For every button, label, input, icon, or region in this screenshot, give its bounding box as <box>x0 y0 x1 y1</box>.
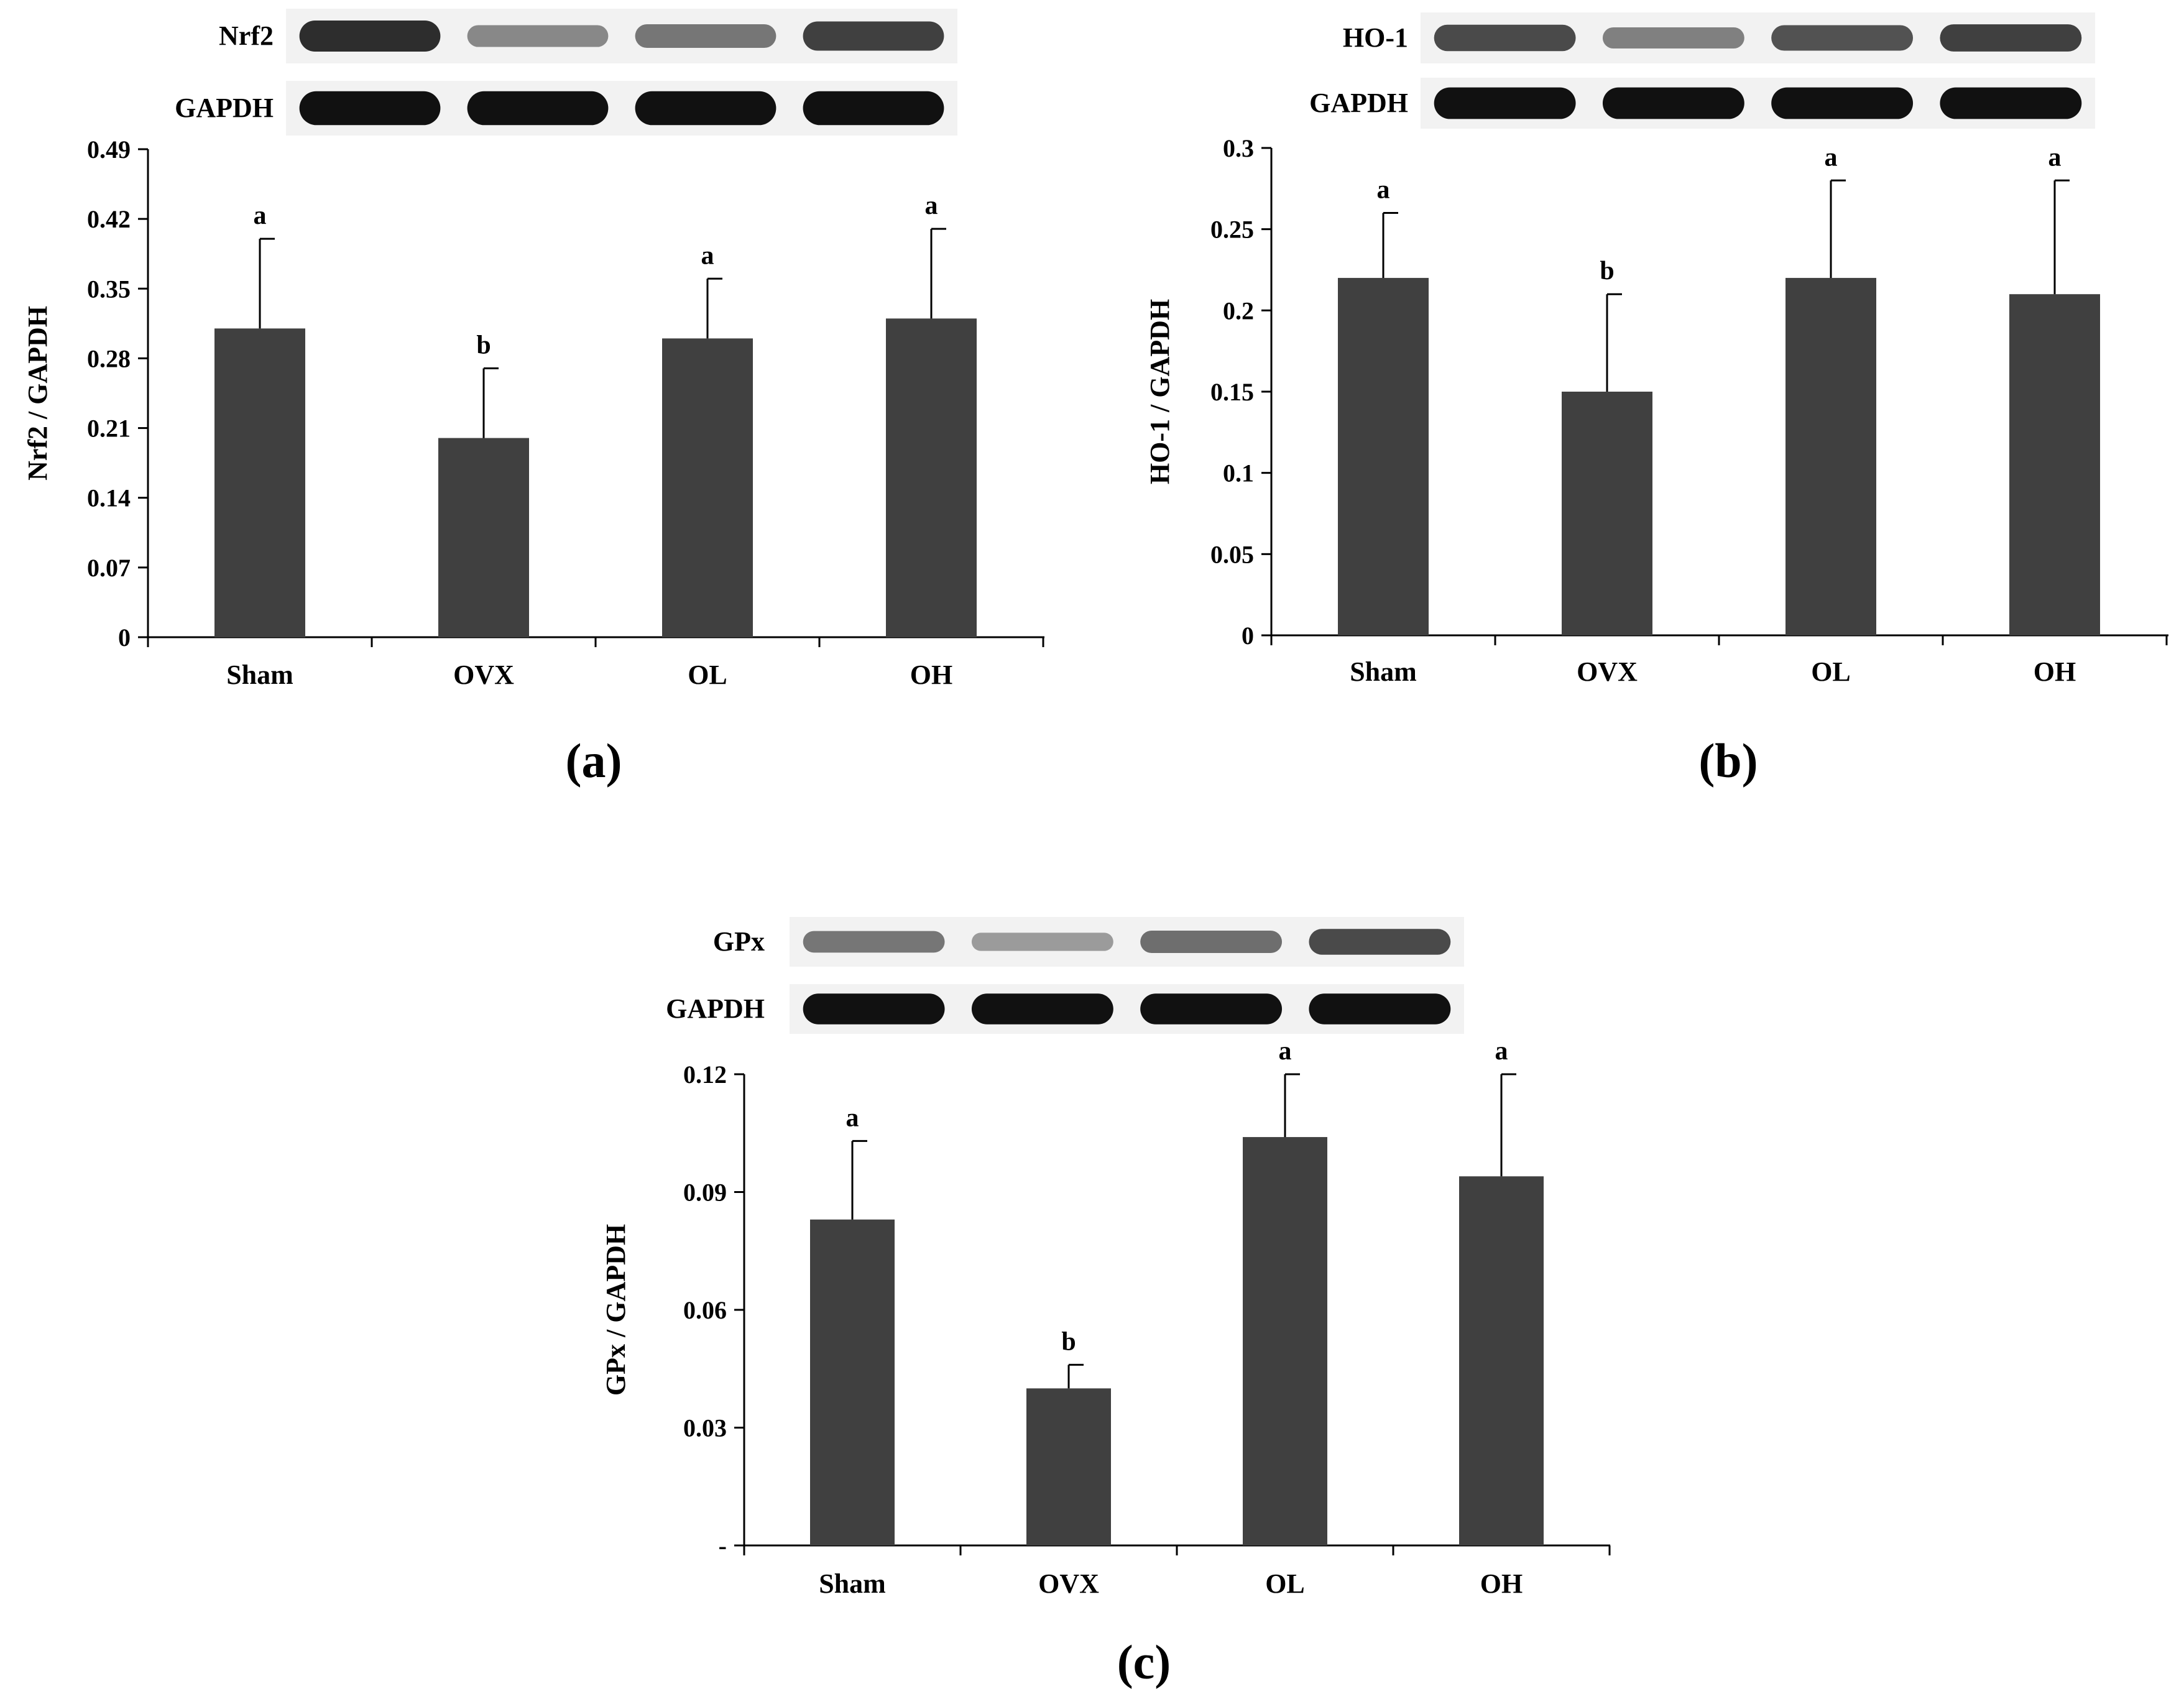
category-label: Sham <box>819 1568 886 1599</box>
significance-letter: a <box>1279 1037 1292 1066</box>
panel-label: (c) <box>1117 1635 1171 1689</box>
y-tick-label: - <box>719 1532 727 1560</box>
significance-letter: a <box>2048 143 2062 172</box>
y-tick-label: 0.2 <box>1223 297 1254 325</box>
blot-band <box>1434 87 1576 119</box>
y-axis-label: HO-1 / GAPDH <box>1145 299 1175 484</box>
bar-oh <box>2009 294 2100 635</box>
blot-band <box>1140 993 1283 1024</box>
blot-band <box>1602 87 1744 119</box>
blot-band <box>1940 87 2082 119</box>
y-tick-label: 0.06 <box>683 1296 727 1324</box>
panel-label: (b) <box>1698 734 1758 788</box>
significance-letter: b <box>476 331 491 359</box>
category-label: OVX <box>1038 1568 1099 1599</box>
panel-a: Nrf2 GAPDH 0 0.07 0.14 0.21 0.28 0.35 0.42 0.49 Nr… <box>22 9 1044 788</box>
y-tick-label: 0.05 <box>1210 540 1254 568</box>
blot-band <box>1940 24 2082 52</box>
blot-band <box>803 993 945 1024</box>
significance-letter: a <box>1825 143 1838 172</box>
significance-letter: a <box>1495 1037 1508 1066</box>
y-tick-label: 0.3 <box>1223 134 1254 162</box>
blot-band <box>467 91 609 126</box>
bar-ovx <box>438 438 529 637</box>
panel-b: HO-1 GAPDH 0 0.05 0.1 0.15 0.2 0.25 0.3 HO-1 / GA… <box>1145 12 2168 788</box>
bar-ovx <box>1562 392 1652 635</box>
category-label: OH <box>2034 656 2076 687</box>
y-tick-label: 0.28 <box>87 344 131 372</box>
y-tick-label: 0 <box>118 624 131 652</box>
category-label: OH <box>910 660 952 690</box>
y-axis-label: Nrf2 / GAPDH <box>22 306 53 481</box>
significance-letter: a <box>254 201 267 230</box>
y-tick-label: 0.03 <box>683 1414 727 1442</box>
significance-letter: a <box>846 1103 859 1132</box>
blot-band <box>1771 87 1914 119</box>
blot-label: GPx <box>713 926 765 957</box>
bar-sham <box>1338 278 1429 636</box>
blot-band <box>1771 25 1914 51</box>
y-tick-label: 0.09 <box>683 1179 727 1207</box>
bar-ol <box>1243 1137 1327 1545</box>
blot-label: GAPDH <box>175 93 274 123</box>
category-label: OL <box>1811 656 1851 687</box>
significance-letter: b <box>1061 1327 1076 1356</box>
category-label: OL <box>1265 1568 1305 1599</box>
y-tick-label: 0.14 <box>87 484 131 512</box>
bar-sham <box>214 328 305 637</box>
bar-sham <box>810 1219 895 1545</box>
category-label: OH <box>1480 1568 1523 1599</box>
y-tick-label: 0.49 <box>87 136 131 163</box>
bar-ol <box>662 338 753 637</box>
blot-band <box>803 91 944 126</box>
bar-ol <box>1785 278 1876 636</box>
blot-band <box>803 21 944 51</box>
blot-band <box>1602 27 1744 49</box>
blot-band <box>971 993 1113 1024</box>
y-tick-label: 0.42 <box>87 205 131 233</box>
y-axis-label: GPx / GAPDH <box>601 1224 631 1396</box>
blot-band <box>1434 24 1576 52</box>
significance-letter: a <box>1377 176 1390 205</box>
blot-band <box>971 932 1113 951</box>
significance-letter: a <box>925 191 938 220</box>
significance-letter: b <box>1600 257 1614 285</box>
y-tick-label: 0.35 <box>87 275 131 303</box>
blot-band <box>299 20 441 52</box>
blot-band <box>635 91 776 126</box>
bar-ovx <box>1026 1388 1111 1545</box>
y-tick-label: 0 <box>1242 622 1254 650</box>
y-tick-label: 0.21 <box>87 415 131 443</box>
bar-oh <box>1459 1176 1544 1545</box>
y-tick-label: 0.12 <box>683 1061 727 1089</box>
blot-band <box>803 931 945 953</box>
blot-band <box>1140 931 1283 953</box>
category-label: OVX <box>453 660 514 690</box>
blot-label: HO-1 <box>1343 22 1408 53</box>
y-tick-label: 0.07 <box>87 554 131 582</box>
blot-band <box>467 25 609 47</box>
category-label: OVX <box>1577 656 1638 687</box>
blot-label: GAPDH <box>666 993 765 1024</box>
significance-letter: a <box>701 241 714 270</box>
panel-label: (a) <box>566 734 622 788</box>
blot-band <box>635 24 776 48</box>
y-tick-label: 0.1 <box>1223 459 1254 487</box>
blot-band <box>1309 993 1451 1024</box>
blot-label: Nrf2 <box>219 21 274 51</box>
panel-c: GPx GAPDH - 0.03 0.06 0.09 0.12 GPx / GAPDH a Sha… <box>601 917 1611 1689</box>
category-label: Sham <box>226 660 293 690</box>
blot-band <box>1309 929 1451 955</box>
category-label: Sham <box>1350 656 1417 687</box>
category-label: OL <box>688 660 727 690</box>
y-tick-label: 0.15 <box>1210 378 1254 406</box>
bar-oh <box>886 318 977 637</box>
y-tick-label: 0.25 <box>1210 216 1254 244</box>
blot-label: GAPDH <box>1309 88 1408 118</box>
blot-band <box>299 91 441 126</box>
